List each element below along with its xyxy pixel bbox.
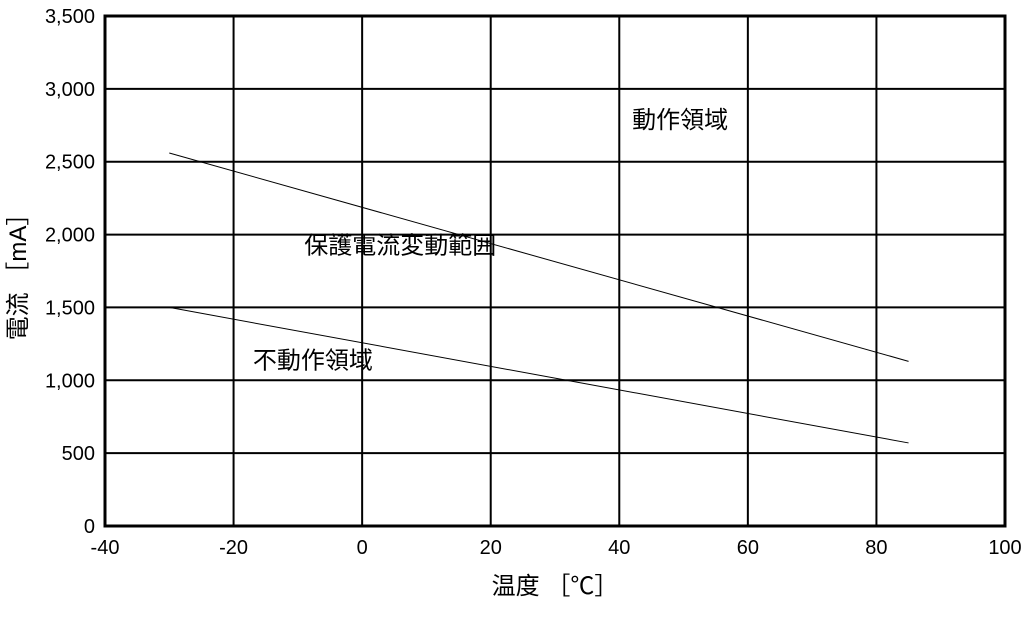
x-tick-label: 20 (480, 537, 502, 559)
y-tick-label: 500 (62, 443, 95, 465)
x-tick-label: 80 (865, 537, 887, 559)
x-tick-label: 60 (737, 537, 759, 559)
region-label-operating: 動作領域 (632, 107, 728, 134)
x-axis-title: 温度 ［℃］ (492, 573, 619, 600)
derating-chart: -40 -20 0 20 40 60 80 100 0 500 1,000 1,500 2,000 2,5… (0, 0, 1024, 621)
series-lower-limit (169, 307, 908, 443)
chart-container: -40 -20 0 20 40 60 80 100 0 500 1,000 1,500 2,000 2,5… (0, 0, 1024, 621)
y-tick-label: 2,000 (45, 225, 95, 247)
y-axis-title: 電流 ［mA］ (5, 202, 32, 341)
x-tick-label: 40 (608, 537, 630, 559)
plot-border (105, 16, 1005, 526)
x-tick-label: -20 (219, 537, 248, 559)
y-tick-label: 1,000 (45, 370, 95, 392)
region-label-protection: 保護電流変動範囲 (304, 233, 496, 260)
y-tick-label: 2,500 (45, 152, 95, 174)
y-tick-label: 1,500 (45, 297, 95, 319)
y-tick-label: 3,000 (45, 79, 95, 101)
y-tick-label: 0 (84, 516, 95, 538)
series-upper-limit (169, 153, 908, 361)
x-tick-label: 0 (357, 537, 368, 559)
region-label-noop: 不動作領域 (253, 348, 373, 375)
x-tick-label: 100 (988, 537, 1021, 559)
y-tick-label: 3,500 (45, 6, 95, 28)
x-tick-label: -40 (91, 537, 120, 559)
